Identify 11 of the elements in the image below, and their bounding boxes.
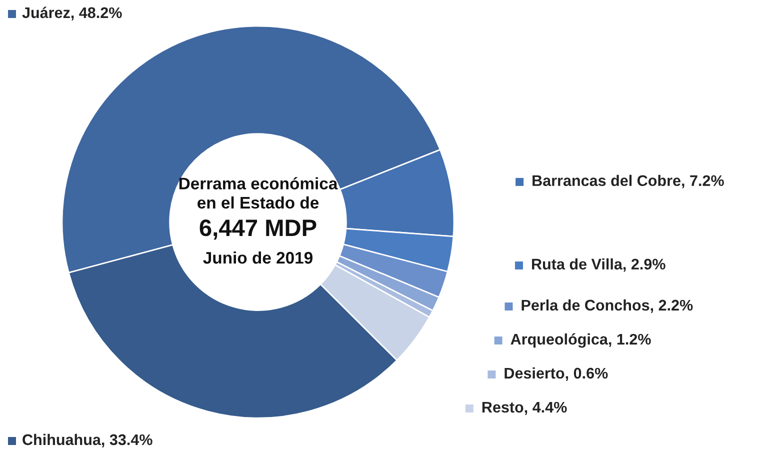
legend-label: Ruta de Villa, 2.9% bbox=[532, 258, 666, 272]
legend-label: Barrancas del Cobre, 7.2% bbox=[532, 174, 724, 188]
legend-label: Juárez, 48.2% bbox=[22, 6, 122, 20]
legend-label: Perla de Conchos, 2.2% bbox=[522, 299, 693, 313]
legend-label: Desierto, 0.6% bbox=[504, 367, 608, 381]
text: Derrama económica en el Estado de bbox=[179, 177, 338, 209]
text: 6,447 MDP bbox=[200, 219, 316, 240]
legend-label: Arqueológica, 1.2% bbox=[510, 333, 651, 348]
legend-label: Chihuahua, 33.4% bbox=[22, 434, 152, 448]
text: Junio de 2019 bbox=[203, 251, 312, 264]
legend-label: Resto, 4.4% bbox=[482, 402, 567, 415]
